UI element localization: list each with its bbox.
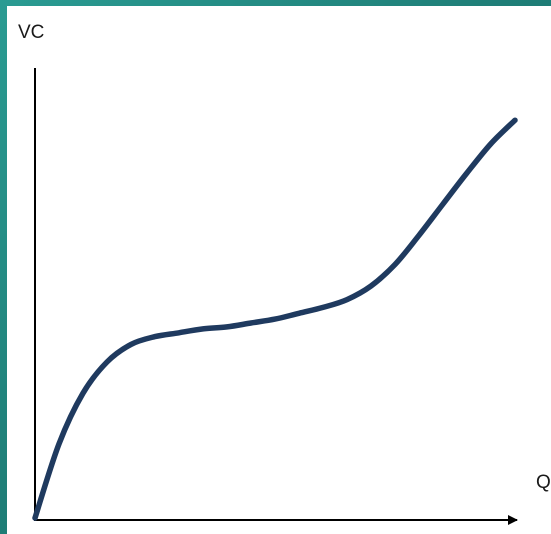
- variable-cost-curve: [32, 117, 518, 521]
- x-axis-label: Q: [536, 472, 551, 493]
- y-axis-label: VC: [18, 22, 44, 43]
- chart-panel: [7, 6, 551, 534]
